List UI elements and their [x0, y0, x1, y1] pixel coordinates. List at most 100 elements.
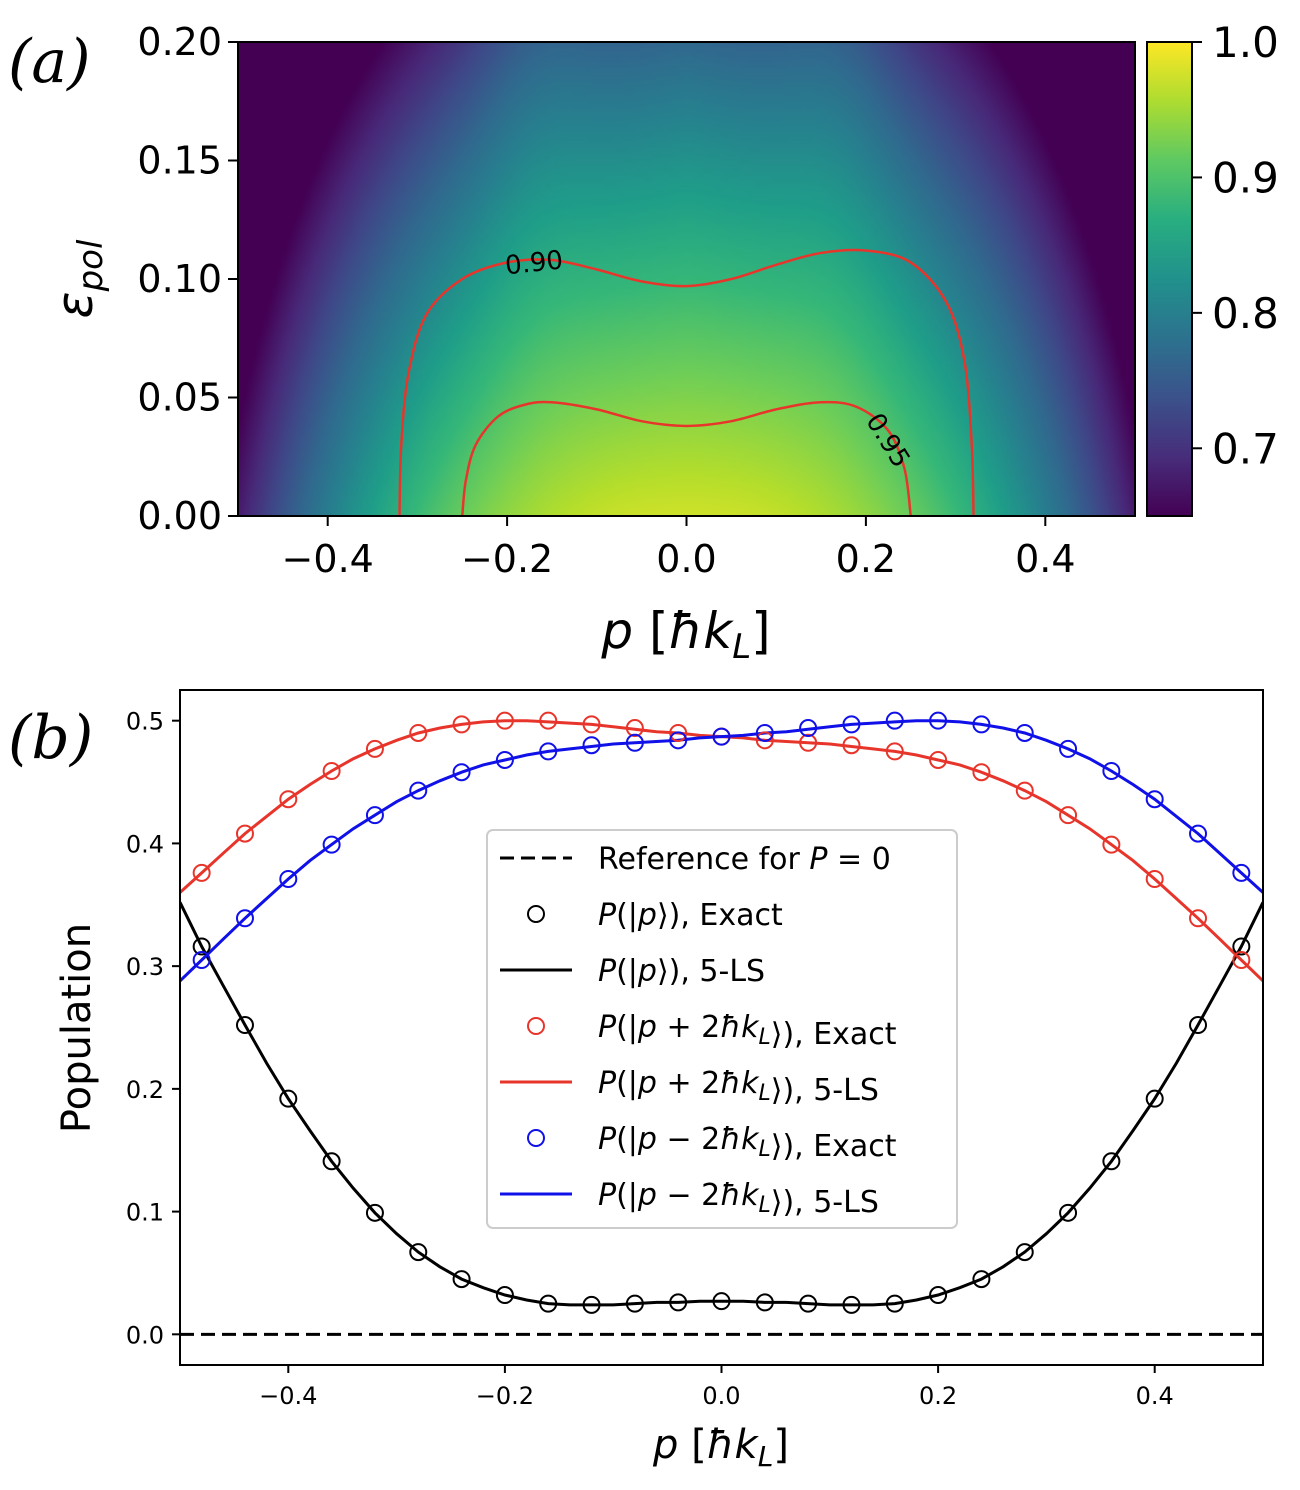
line-plot-area — [180, 711, 1263, 1336]
heatmap-xlabel: p [ħkL] — [600, 602, 770, 667]
series-point-1 — [1189, 909, 1208, 928]
heatmap-image — [238, 42, 1135, 516]
series-point-2 — [1145, 790, 1164, 809]
heatmap-ytick-label: 0.05 — [137, 376, 222, 420]
series-point-1 — [495, 711, 514, 730]
series-point-2 — [929, 711, 948, 730]
line-plot-xtick-label: 0.0 — [702, 1382, 740, 1410]
series-point-0 — [1059, 1203, 1078, 1222]
series-point-0 — [539, 1294, 558, 1313]
series-point-1 — [885, 742, 904, 761]
heatmap-ytick-label: 0.20 — [137, 20, 222, 64]
series-point-1 — [842, 736, 861, 755]
line-plot-ytick-label: 0.5 — [126, 708, 164, 736]
series-point-1 — [1232, 951, 1251, 969]
series-line-0 — [180, 901, 1263, 1307]
series-point-0 — [279, 1089, 298, 1108]
legend-item: P(|p − 2ħkL⟩), Exact — [527, 1122, 897, 1164]
colorbar-tick-label: 0.8 — [1212, 289, 1279, 338]
series-point-1 — [1102, 835, 1121, 854]
series-point-0 — [452, 1270, 471, 1289]
legend-circle-swatch — [527, 1129, 545, 1147]
series-point-1 — [929, 750, 948, 769]
contour-0.90 — [398, 248, 975, 516]
series-point-1 — [669, 723, 688, 742]
series-point-2 — [1102, 762, 1121, 780]
series-point-2 — [409, 781, 428, 800]
series-point-0 — [625, 1294, 644, 1313]
line-plot-ytick-label: 0.3 — [126, 953, 164, 981]
series-point-1 — [539, 711, 558, 730]
series-point-2 — [755, 723, 774, 742]
legend-label: P(|p⟩), 5-LS — [598, 954, 765, 989]
series-point-1 — [625, 719, 644, 738]
series-point-0 — [972, 1270, 991, 1289]
series-point-2 — [799, 719, 818, 738]
legend-item: Reference for P = 0 — [500, 842, 891, 877]
series-point-0 — [1145, 1089, 1164, 1108]
line-plot-ytick-label: 0.1 — [126, 1199, 164, 1227]
series-point-0 — [799, 1294, 818, 1313]
series-point-1 — [799, 733, 818, 752]
series-point-1 — [452, 715, 471, 734]
series-point-0 — [712, 1292, 731, 1311]
line-plot-axes: −0.4 −0.2 0.0 0.2 0.4 0.0 0.1 0.2 0.3 0.4 0.5 — [126, 708, 1174, 1410]
series-point-0 — [842, 1295, 861, 1314]
series-point-2 — [842, 715, 861, 734]
heatmap-xtick-label: 0.2 — [836, 537, 896, 581]
line-plot-ytick-label: 0.2 — [126, 1076, 164, 1104]
legend-label: P(|p⟩), Exact — [598, 898, 783, 933]
series-point-1 — [322, 762, 341, 780]
legend-item: P(|p − 2ħkL⟩), 5-LS — [500, 1178, 879, 1220]
heatmap-ylabel: εpol — [46, 239, 111, 318]
line-plot-ylabel: Population — [54, 923, 100, 1133]
colorbar-tick-label: 1.0 — [1212, 18, 1279, 67]
series-point-1 — [972, 763, 991, 782]
colorbar-frame — [1146, 41, 1193, 517]
colorbar-tick-label: 0.7 — [1212, 424, 1279, 473]
heatmap-xtick-label: −0.2 — [461, 537, 553, 581]
series-point-2 — [972, 715, 991, 734]
series-point-0 — [929, 1286, 948, 1305]
series-point-2 — [1059, 739, 1078, 758]
series-point-1 — [192, 863, 211, 882]
series-point-2 — [192, 951, 211, 969]
line-plot-xlabel: p [ħkL] — [652, 1422, 789, 1473]
series-point-2 — [235, 909, 254, 928]
series-point-2 — [279, 870, 298, 888]
legend-item: P(|p + 2ħkL⟩), Exact — [527, 1010, 897, 1052]
series-point-0 — [885, 1294, 904, 1313]
legend-label: P(|p − 2ħkL⟩), Exact — [598, 1122, 897, 1164]
heatmap-xtick-label: 0.0 — [656, 537, 716, 581]
legend-item: P(|p⟩), 5-LS — [500, 954, 765, 989]
series-point-1 — [409, 723, 428, 742]
heatmap-xtick-label: 0.4 — [1015, 537, 1075, 581]
heatmap-ytick-label: 0.15 — [137, 139, 222, 183]
panel-a: (a) 0.900.95 −0.4 −0.2 0.0 0.2 0.40.000.050.… — [8, 18, 1279, 667]
legend-item: P(|p + 2ħkL⟩), 5-LS — [500, 1066, 879, 1108]
series-point-0 — [755, 1293, 774, 1312]
legend-circle-swatch — [527, 905, 545, 923]
series-point-0 — [192, 937, 211, 956]
series-point-0 — [235, 1016, 254, 1035]
series-point-0 — [1232, 937, 1251, 956]
series-point-2 — [365, 806, 384, 825]
line-plot-ytick-label: 0.4 — [126, 830, 164, 858]
panel-b-label: (b) — [8, 703, 93, 773]
line-plot-xtick-label: −0.4 — [259, 1382, 317, 1410]
contour-0.95 — [461, 400, 912, 516]
heatmap-ytick-label: 0.00 — [137, 494, 222, 538]
series-point-2 — [495, 750, 514, 769]
series-point-0 — [1189, 1016, 1208, 1035]
series-point-0 — [495, 1286, 514, 1305]
series-point-0 — [582, 1295, 601, 1314]
colorbar-ticks: 0.7 0.8 0.9 1.0 — [1192, 18, 1279, 473]
series-point-2 — [582, 736, 601, 755]
series-point-2 — [1232, 863, 1251, 882]
heatmap-ytick-label: 0.10 — [137, 257, 222, 301]
legend: Reference for P = 0 P(|p⟩), Exact P(|p⟩), … — [486, 829, 958, 1229]
line-plot-ytick-label: 0.0 — [126, 1321, 164, 1349]
line-plot-xtick-label: 0.4 — [1136, 1382, 1174, 1410]
series-point-0 — [1102, 1152, 1121, 1171]
